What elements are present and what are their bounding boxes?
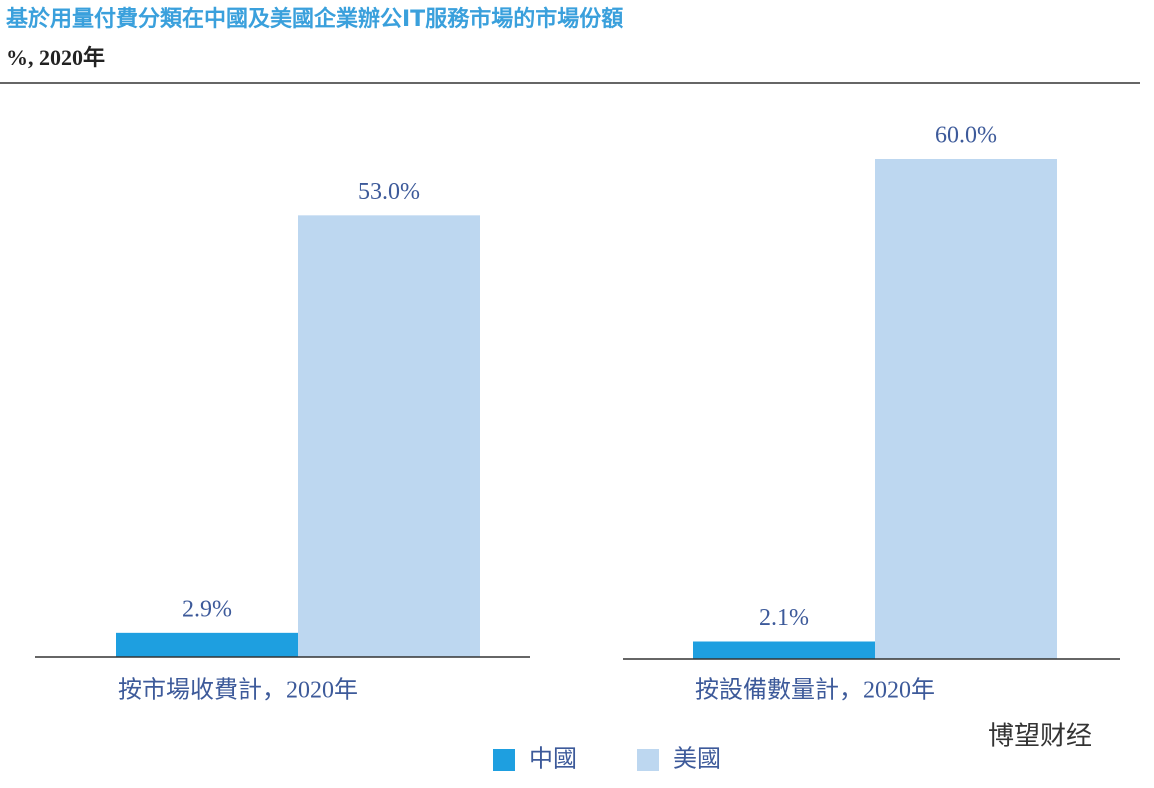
watermark: 博望财经 <box>988 722 1092 752</box>
legend-swatch <box>637 749 659 771</box>
bar <box>875 159 1057 659</box>
x-tick-label: 按市場收費計，2020年 <box>118 677 358 704</box>
legend-swatch <box>493 749 515 771</box>
value-label: 2.1% <box>759 605 809 631</box>
chart-subtitle: %, 2020年 <box>6 45 105 70</box>
bar <box>693 641 875 659</box>
x-tick-label: 按設備數量計，2020年 <box>695 677 935 704</box>
value-label: 60.0% <box>935 123 997 149</box>
bar <box>298 215 480 658</box>
legend-label: 美國 <box>673 746 721 773</box>
bar <box>116 632 298 657</box>
legend-label: 中國 <box>529 746 577 773</box>
chart-title: 基於用量付費分類在中國及美國企業辦公IT服務市場的市場份額 <box>6 6 623 32</box>
value-label: 2.9% <box>182 596 232 622</box>
value-label: 53.0% <box>358 179 420 205</box>
